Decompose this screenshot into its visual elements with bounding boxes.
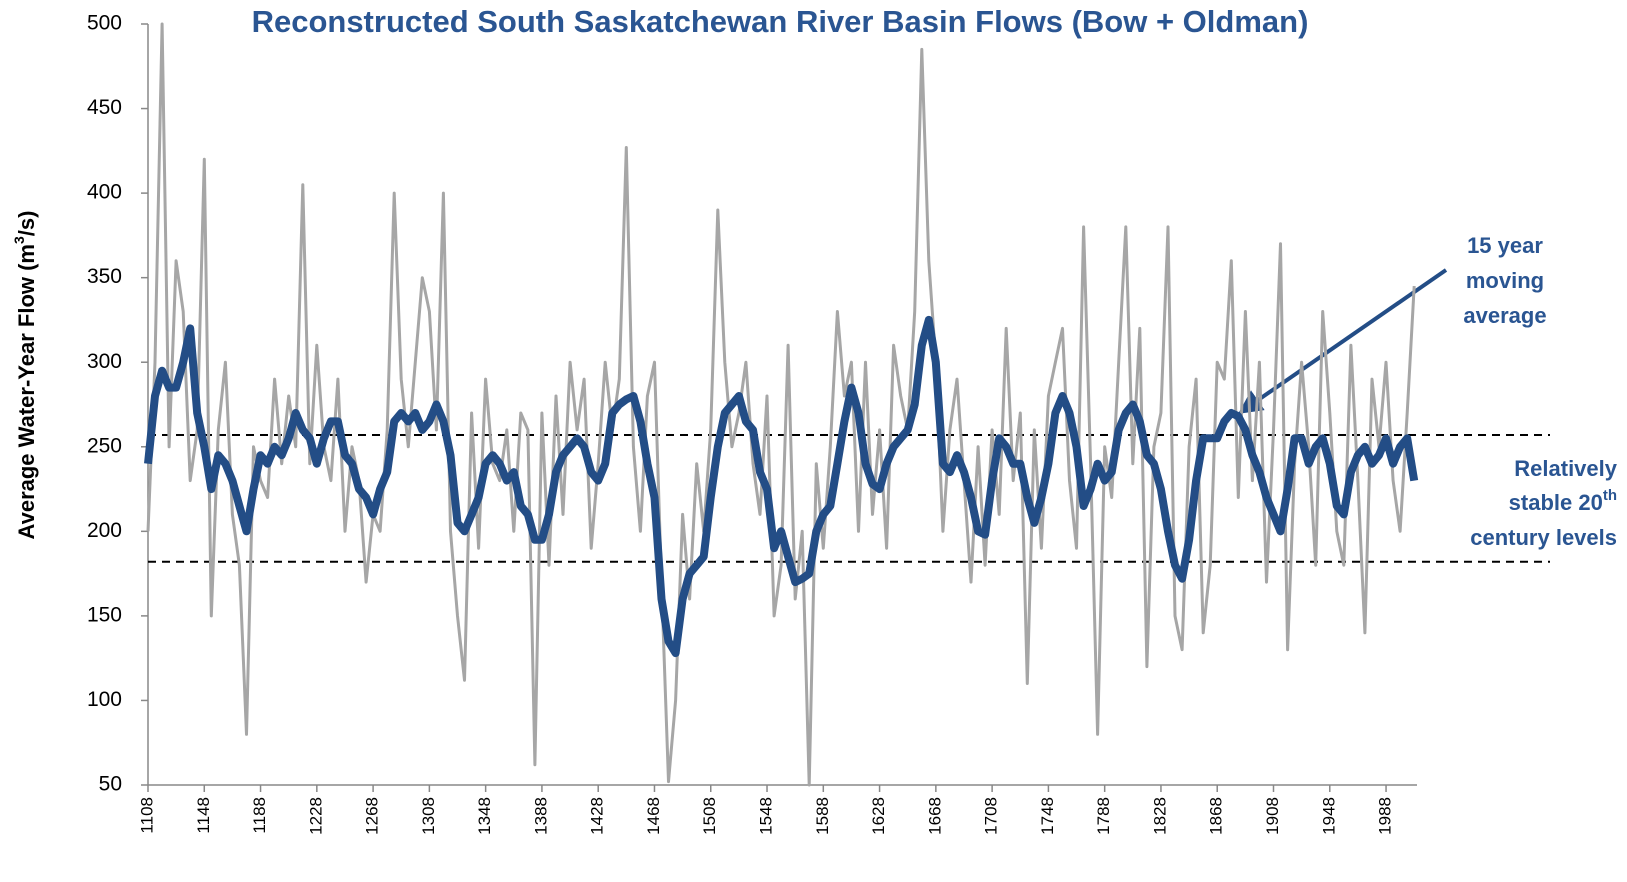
x-tick-label: 1268: [363, 797, 382, 835]
x-tick-label: 1148: [194, 797, 213, 834]
y-label-part: Average Water-Year Flow (m: [14, 244, 39, 539]
y-label-sup: 3: [11, 236, 27, 244]
series-line: [144, 315, 1419, 658]
annotation-line: average: [1463, 303, 1546, 328]
annotation: Relatively stable 20th century levels: [1470, 456, 1618, 550]
y-tick-label: 300: [87, 350, 122, 373]
x-tick-label: 1468: [644, 797, 663, 835]
x-tick-label: 1988: [1376, 797, 1395, 835]
annotation-sup: th: [1603, 487, 1617, 504]
x-tick-label: 1588: [813, 797, 832, 835]
x-tick-label: 1188: [250, 797, 269, 834]
annotation-line: Relatively: [1514, 456, 1617, 481]
x-tick-label: 1748: [1038, 797, 1057, 835]
y-tick-label: 400: [87, 181, 122, 204]
annotation-line: moving: [1466, 268, 1544, 293]
y-tick-label: 200: [87, 519, 122, 542]
annotation-line: 15 year: [1467, 233, 1543, 258]
y-tick-label: 100: [87, 688, 122, 711]
x-tick-label: 1308: [419, 797, 438, 835]
x-tick-label: 1948: [1319, 797, 1338, 835]
x-tick-label: 1428: [588, 797, 607, 835]
y-tick-label: 350: [87, 265, 122, 288]
x-tick-label: 1548: [757, 797, 776, 835]
x-tick-label: 1868: [1207, 797, 1226, 835]
x-tick-label: 1348: [475, 797, 494, 835]
x-tick-label: 1708: [982, 797, 1001, 835]
annotation-line: stable 20th: [1509, 487, 1617, 515]
y-tick-label: 50: [99, 773, 122, 796]
x-tick-label: 1508: [700, 797, 719, 835]
y-axis-label: Average Water-Year Flow (m3/s): [11, 211, 39, 540]
chart-title: Reconstructed South Saskatchewan River B…: [252, 4, 1309, 39]
annotation: 15 year moving average: [1463, 233, 1546, 328]
y-tick-label: 250: [87, 434, 122, 457]
x-tick-label: 1668: [925, 797, 944, 835]
y-tick-label: 450: [87, 96, 122, 119]
annotation-line: century levels: [1470, 525, 1617, 550]
x-tick-label: 1788: [1094, 797, 1113, 835]
x-tick-label: 1228: [306, 797, 325, 835]
x-tick-label: 1628: [869, 797, 888, 835]
y-tick-label: 150: [87, 603, 122, 626]
x-tick-label: 1908: [1263, 797, 1282, 835]
x-tick-label: 1828: [1150, 797, 1169, 835]
series-line: [146, 22, 1416, 787]
y-tick-label: 500: [87, 12, 122, 35]
annotation-part: stable 20: [1509, 490, 1603, 515]
y-label-part: /s): [14, 211, 39, 237]
x-tick-label: 1388: [531, 797, 550, 835]
x-tick-label: 1108: [137, 797, 156, 834]
